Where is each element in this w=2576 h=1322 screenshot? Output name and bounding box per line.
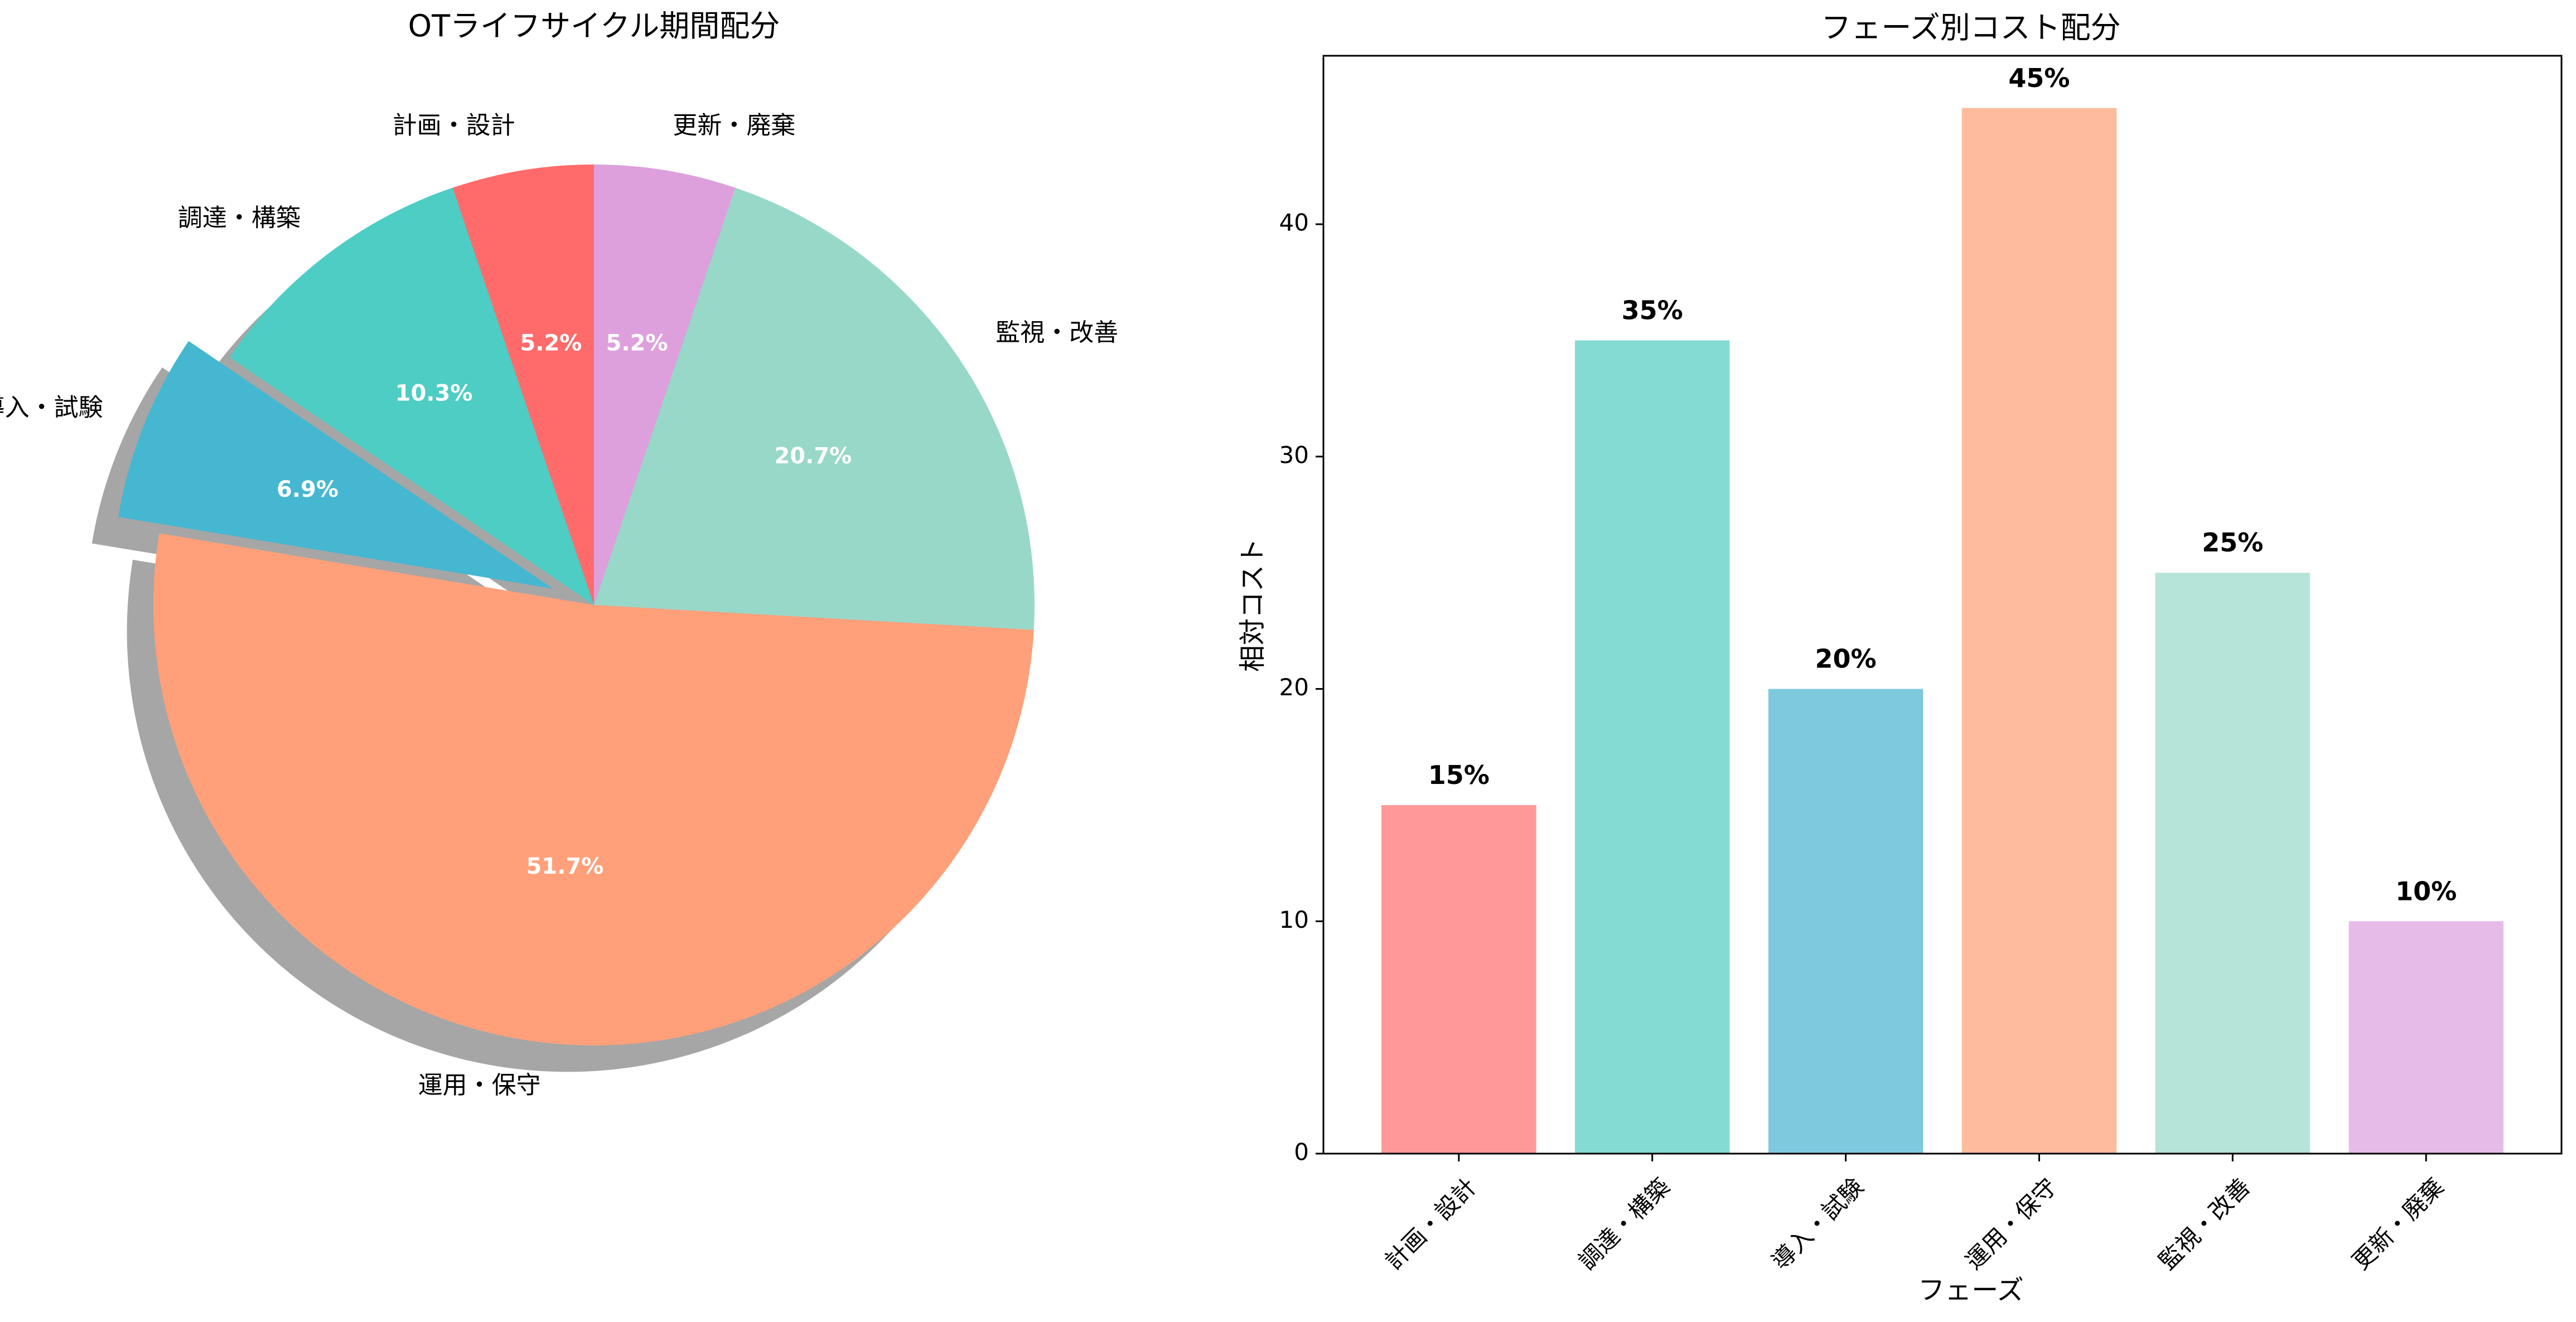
x-axis-label: フェーズ	[1918, 1275, 2024, 1306]
pie-slices	[118, 164, 1035, 1046]
pie-category-label-item-3: 導入・試験	[0, 393, 103, 422]
y-tick-label-item-4: 30	[1279, 441, 1309, 468]
bar-value-label-item-5: 25%	[2202, 527, 2263, 558]
y-tick-label-item-2: 10	[1279, 906, 1309, 933]
bar-item-1	[1381, 805, 1536, 1154]
y-tick-label-item-3: 20	[1279, 674, 1309, 701]
pie-percent-label-item-1: 5.2%	[520, 330, 582, 356]
y-axis: 0 10 20 30 40	[1279, 209, 1323, 1166]
y-tick-label-item-1: 0	[1294, 1139, 1309, 1166]
pie-slice-item-5	[594, 187, 1035, 630]
pie-category-label-item-5: 監視・改善	[995, 318, 1118, 347]
pie-percent-label-item-6: 5.2%	[606, 330, 668, 356]
pie-percent-label-item-4: 51.7%	[526, 854, 604, 879]
bar-value-label-item-2: 35%	[1622, 295, 1683, 325]
bar-title: フェーズ別コスト配分	[1821, 10, 2120, 45]
pie-category-label-item-1: 計画・設計	[393, 112, 515, 140]
pie-category-label-item-6: 更新・廃棄	[673, 112, 795, 140]
bar-item-5	[2155, 573, 2311, 1154]
pie-slice-item-3	[118, 341, 553, 589]
bar-value-labels: 15% 35% 20% 45% 25% 10%	[1428, 63, 2457, 907]
pie-percent-label-item-5: 20.7%	[774, 443, 852, 469]
pie-slice-item-2	[229, 187, 595, 605]
bar-item-4	[1961, 108, 2117, 1154]
pie-slice-item-4	[153, 533, 1034, 1046]
pie-category-label-item-4: 運用・保守	[418, 1071, 541, 1100]
bar-item-2	[1574, 340, 1730, 1154]
bar-series	[1381, 108, 2503, 1154]
bar-value-label-item-3: 20%	[1815, 644, 1877, 674]
pie-percent-labels: 5.2% 10.3% 6.9% 51.7% 20.7% 5.2%	[277, 330, 852, 879]
pie-slice-item-6	[594, 164, 736, 605]
y-axis-label: 相対コスト	[1237, 538, 1268, 672]
bar-item-6	[2348, 921, 2503, 1154]
bar-value-label-item-1: 15%	[1428, 760, 1490, 790]
bar-item-3	[1768, 689, 1923, 1154]
pie-slice-item-1	[452, 164, 594, 605]
pie-percent-label-item-3: 6.9%	[277, 477, 339, 502]
pie-category-label-item-2: 調達・構築	[178, 204, 301, 232]
bar-value-label-item-4: 45%	[2008, 63, 2070, 93]
y-tick-label-item-5: 40	[1279, 209, 1309, 236]
bar-value-label-item-6: 10%	[2395, 876, 2457, 906]
pie-title: OTライフサイクル期間配分	[408, 8, 780, 43]
plot-frame	[1322, 55, 2563, 1155]
pie-percent-label-item-2: 10.3%	[395, 381, 473, 406]
